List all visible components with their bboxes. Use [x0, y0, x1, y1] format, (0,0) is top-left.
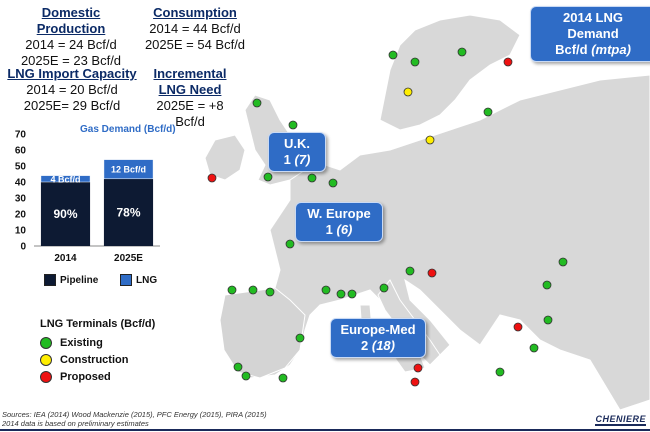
- terminal-construction-label: Construction: [60, 354, 129, 366]
- bar-lng-2025E: [103, 159, 154, 180]
- legend-pipeline: Pipeline: [44, 274, 98, 286]
- callout-europe-med: Europe-Med 2 (18): [330, 318, 426, 358]
- lng-import-capacity-title: LNG Import Capacity: [7, 66, 137, 81]
- x-tick-label-2014: 2014: [54, 253, 77, 264]
- y-tick-label: 40: [15, 178, 27, 189]
- chart-title: Gas Demand (Bcf/d): [80, 124, 176, 135]
- bar-label-pipeline-2014: 90%: [53, 207, 77, 221]
- callout-w-europe-mtpa: (6): [336, 222, 353, 237]
- domestic-production-title: Domestic Production: [36, 5, 106, 36]
- lng-import-capacity-2025: 2025E= 29 Bcf/d: [23, 98, 121, 113]
- callout-uk-mtpa: (7): [294, 152, 311, 167]
- incremental-lng-need-title-2: LNG Need: [158, 82, 222, 97]
- lng-import-capacity-block: LNG Import Capacity 2014 = 20 Bcf/d 2025…: [4, 66, 140, 114]
- y-tick-label: 30: [15, 194, 27, 205]
- y-tick-label: 0: [20, 242, 26, 253]
- consumption-block: Consumption 2014 = 44 Bcf/d 2025E = 54 B…: [140, 5, 250, 53]
- y-tick-label: 60: [15, 146, 27, 157]
- y-tick-label: 20: [15, 210, 27, 221]
- terminal-existing: Existing: [40, 337, 103, 349]
- gas-demand-chart: 0 10 20 30 40 50 60 70 90% 4 Bcf/d 2014 78% 12 Bcf/d…: [15, 130, 160, 264]
- proposed-dot-icon: [40, 371, 52, 383]
- callout-w-europe-name: W. Europe: [307, 206, 371, 221]
- callout-europe-med-bcfd: 2: [361, 338, 369, 353]
- bar-label-pipeline-2025E: 78%: [116, 205, 140, 219]
- consumption-title: Consumption: [153, 5, 237, 20]
- footer-note: 2014 data is based on preliminary estima…: [2, 419, 149, 428]
- legend-pipeline-swatch: [44, 274, 56, 286]
- x-tick-label-2025E: 2025E: [114, 253, 143, 264]
- legend-lng: LNG: [120, 274, 157, 286]
- callout-europe-med-name: Europe-Med: [340, 322, 416, 337]
- bar-label-lng-2014: 4 Bcf/d: [50, 174, 80, 184]
- bar-label-lng-2025E: 12 Bcf/d: [111, 165, 146, 175]
- cheniere-logo: CHENIERE: [595, 414, 646, 426]
- existing-dot-icon: [40, 337, 52, 349]
- map-title-line1: 2014 LNG Demand: [563, 10, 623, 41]
- callout-w-europe: W. Europe 1 (6): [295, 202, 383, 242]
- consumption-2014: 2014 = 44 Bcf/d: [149, 21, 241, 36]
- consumption-2025: 2025E = 54 Bcf/d: [144, 37, 246, 52]
- callout-uk-name: U.K.: [284, 136, 310, 151]
- map-title-unit-italic: (mtpa): [591, 42, 631, 57]
- callout-w-europe-bcfd: 1: [325, 222, 333, 237]
- legend-pipeline-label: Pipeline: [60, 274, 99, 286]
- terminal-proposed-label: Proposed: [60, 371, 111, 383]
- terminal-construction: Construction: [40, 354, 128, 366]
- callout-europe-med-mtpa: (18): [371, 338, 395, 353]
- bar-pipeline-2025E: [103, 178, 154, 246]
- y-tick-label: 50: [15, 162, 27, 173]
- map-title-line2: Bcf/d (mtpa): [539, 42, 647, 58]
- bar-lng-2014: [40, 175, 91, 183]
- footer-sources: Sources: IEA (2014) Wood Mackenzie (2015…: [2, 410, 267, 419]
- domestic-production-2014: 2014 = 24 Bcf/d: [25, 37, 117, 52]
- callout-uk-bcfd: 1: [283, 152, 291, 167]
- ireland: [204, 134, 246, 181]
- incremental-lng-need-block: Incremental LNG Need 2025E = +8 Bcf/d: [140, 66, 240, 130]
- incremental-lng-need-2025: 2025E = +8 Bcf/d: [156, 98, 224, 129]
- footer-rule: [0, 429, 650, 431]
- domestic-production-block: Domestic Production 2014 = 24 Bcf/d 2025…: [6, 5, 136, 69]
- y-tick-label: 10: [15, 226, 27, 237]
- terminals-title: LNG Terminals (Bcf/d): [40, 318, 156, 330]
- map-title-unit: Bcf/d: [555, 42, 592, 57]
- legend-lng-swatch: [120, 274, 132, 286]
- legend-lng-label: LNG: [136, 274, 158, 286]
- incremental-lng-need-title-1: Incremental: [153, 66, 227, 81]
- map-title-callout: 2014 LNG Demand Bcf/d (mtpa): [530, 6, 650, 62]
- y-tick-label: 70: [15, 130, 27, 141]
- callout-uk: U.K. 1 (7): [268, 132, 326, 172]
- domestic-production-2025: 2025E = 23 Bcf/d: [20, 53, 122, 68]
- iberia: [219, 287, 306, 379]
- bar-pipeline-2014: [40, 182, 91, 246]
- construction-dot-icon: [40, 354, 52, 366]
- lng-import-capacity-2014: 2014 = 20 Bcf/d: [26, 82, 118, 97]
- terminal-proposed: Proposed: [40, 371, 111, 383]
- terminal-existing-label: Existing: [60, 337, 103, 349]
